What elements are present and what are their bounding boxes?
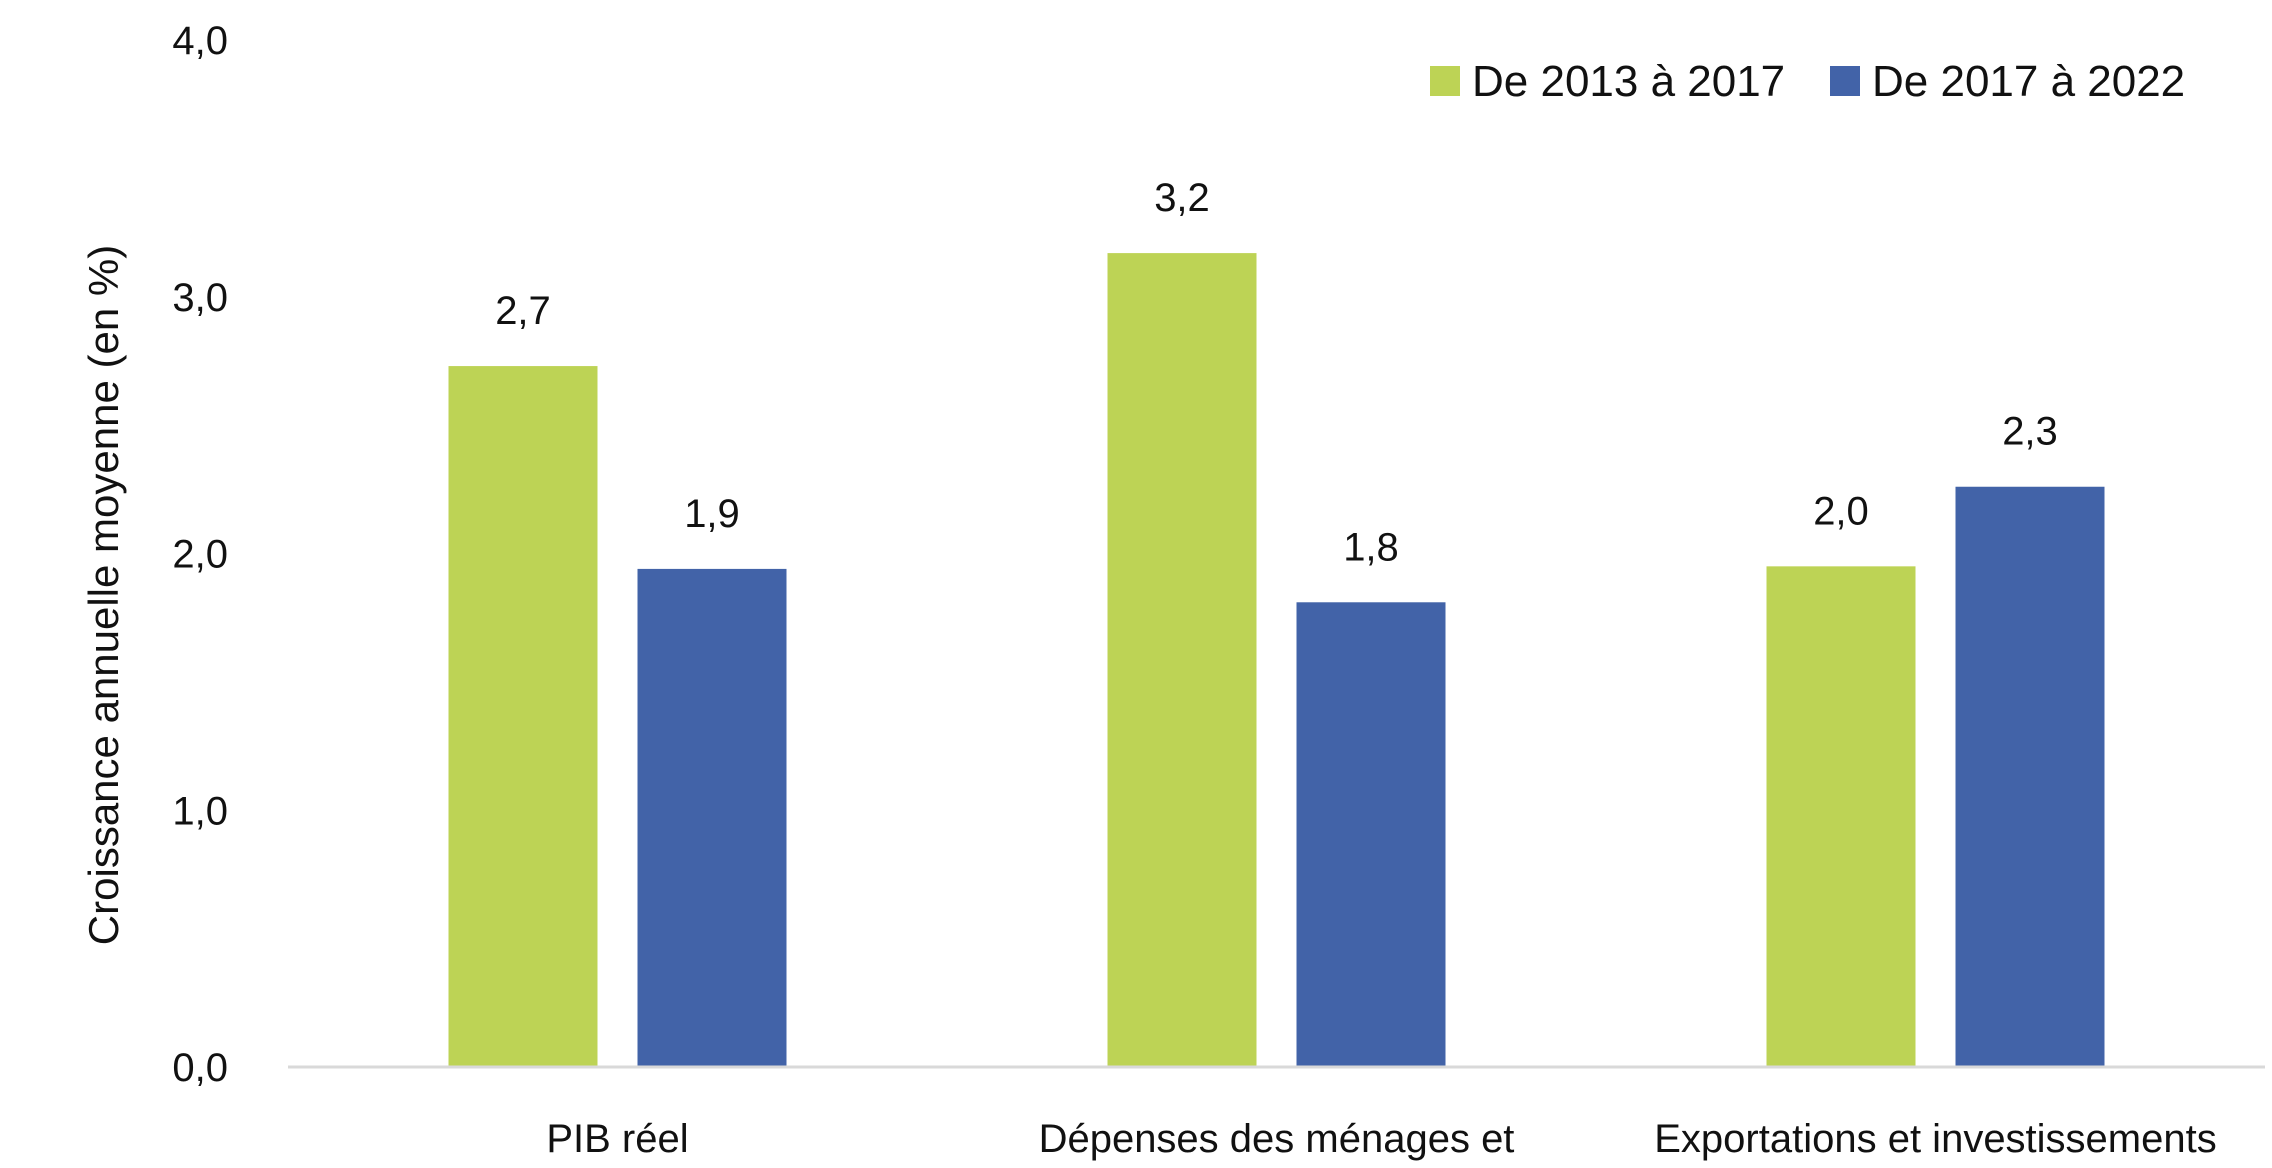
y-tick-label: 1,0 <box>172 789 228 833</box>
value-label: 1,9 <box>684 492 740 536</box>
bars <box>448 253 2105 1068</box>
legend: De 2013 à 2017 De 2017 à 2022 <box>1430 57 2185 106</box>
bar <box>1766 566 1916 1067</box>
y-tick-label: 4,0 <box>172 19 228 63</box>
legend-swatch <box>1830 66 1860 96</box>
value-labels: 2,7 1,9 3,2 1,8 2,0 2,3 <box>495 176 2058 569</box>
legend-label: De 2017 à 2022 <box>1872 57 2185 106</box>
value-label: 3,2 <box>1154 176 1210 220</box>
bar <box>1296 602 1446 1067</box>
value-label: 2,7 <box>495 289 551 333</box>
value-label: 1,8 <box>1343 525 1399 569</box>
y-axis-ticks: 0,0 1,0 2,0 3,0 4,0 <box>172 19 228 1090</box>
category-label: Exportations et investissements <box>1654 1117 2216 1161</box>
value-label: 2,3 <box>2002 410 2058 454</box>
category-label: PIB réel <box>546 1117 688 1161</box>
y-axis-label: Croissance annuelle moyenne (en %) <box>80 245 127 945</box>
bar <box>637 568 787 1067</box>
bar <box>1107 253 1257 1068</box>
value-label: 2,0 <box>1813 489 1869 533</box>
legend-swatch <box>1430 66 1460 96</box>
y-tick-label: 0,0 <box>172 1046 228 1090</box>
y-tick-label: 3,0 <box>172 276 228 320</box>
y-tick-label: 2,0 <box>172 533 228 577</box>
legend-label: De 2013 à 2017 <box>1472 57 1785 106</box>
category-label: Dépenses des ménages et <box>1039 1117 1515 1161</box>
bar <box>448 366 598 1067</box>
bar <box>1955 486 2105 1067</box>
category-labels: PIB réel Dépenses des ménages et Exportati… <box>546 1117 2216 1161</box>
